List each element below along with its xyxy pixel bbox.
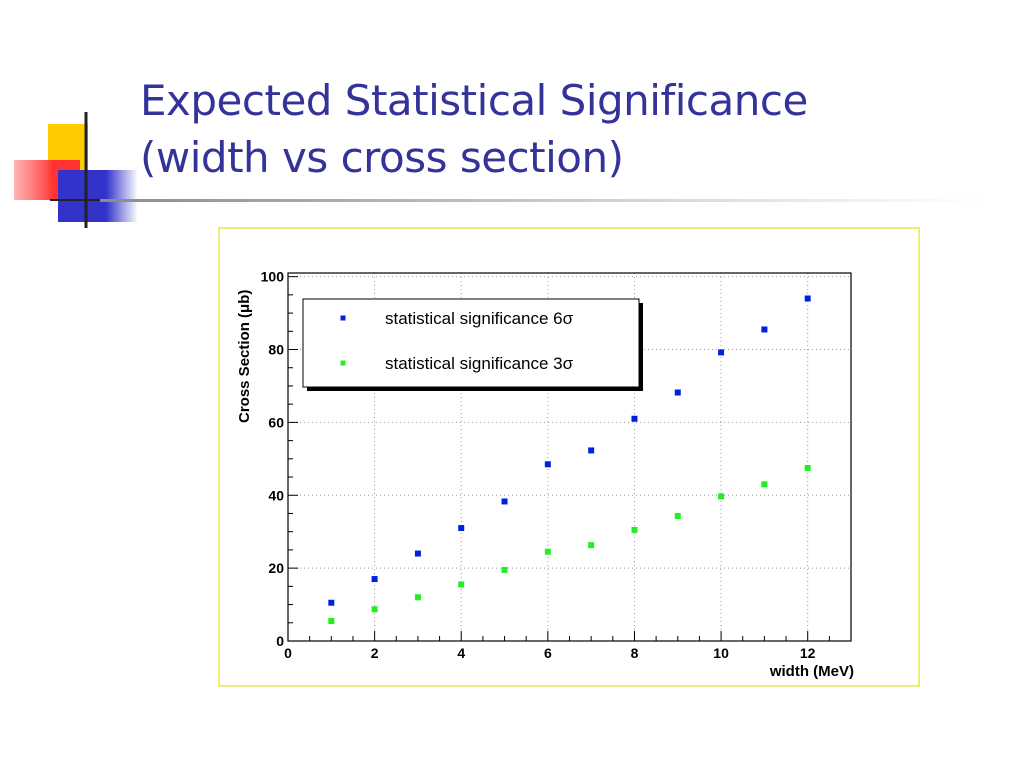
point-6sigma — [414, 550, 421, 557]
y-tick-label: 20 — [268, 560, 284, 576]
point-3sigma — [588, 542, 595, 549]
point-6sigma — [674, 389, 681, 396]
x-tick-label: 12 — [800, 645, 816, 661]
page-title: Expected Statistical Significance (width… — [140, 72, 1000, 186]
point-3sigma — [674, 513, 681, 520]
point-6sigma — [631, 415, 638, 422]
point-3sigma — [414, 594, 421, 601]
data-points — [328, 295, 811, 624]
legend-marker-6sigma — [340, 315, 346, 321]
point-3sigma — [328, 617, 335, 624]
grid-lines — [288, 273, 851, 641]
point-3sigma — [458, 581, 465, 588]
legend-label-6sigma: statistical significance 6σ — [385, 309, 574, 328]
title-underline-rule — [100, 199, 980, 202]
point-6sigma — [328, 599, 335, 606]
x-tick-label: 2 — [371, 645, 379, 661]
title-line-2: (width vs cross section) — [140, 133, 624, 182]
legend-label-3sigma: statistical significance 3σ — [385, 354, 574, 373]
x-tick-label: 10 — [713, 645, 729, 661]
point-3sigma — [761, 481, 768, 488]
deco-blue-bar — [58, 170, 138, 222]
legend-box — [302, 298, 640, 388]
x-tick-label: 4 — [457, 645, 465, 661]
x-axis-label: width (MeV) — [769, 663, 854, 680]
point-6sigma — [501, 498, 508, 505]
y-tick-label: 100 — [261, 269, 285, 285]
y-tick-label: 0 — [276, 633, 284, 649]
point-6sigma — [371, 576, 378, 583]
point-6sigma — [718, 349, 725, 356]
legend-marker-3sigma — [340, 360, 346, 366]
x-tick-label: 8 — [631, 645, 639, 661]
x-tick-label: 0 — [284, 645, 292, 661]
scatter-chart: 0 2 4 6 8 10 12 0 20 40 60 80 100 statistical signif… — [236, 269, 854, 680]
point-6sigma — [544, 461, 551, 468]
y-axis-label: Cross Section (μb) — [236, 290, 253, 423]
point-6sigma — [588, 447, 595, 454]
point-6sigma — [761, 326, 768, 333]
legend: statistical significance 6σ statistical … — [302, 298, 643, 391]
axes: 0 2 4 6 8 10 12 0 20 40 60 80 100 — [261, 269, 852, 661]
y-tick-label: 80 — [268, 342, 284, 358]
point-3sigma — [501, 566, 508, 573]
point-3sigma — [544, 548, 551, 555]
x-tick-label: 6 — [544, 645, 552, 661]
y-tick-label: 40 — [268, 487, 284, 503]
point-3sigma — [631, 526, 638, 533]
point-6sigma — [804, 295, 811, 302]
point-3sigma — [718, 493, 725, 500]
point-3sigma — [804, 464, 811, 471]
point-6sigma — [458, 525, 465, 532]
chart-frame: 0 2 4 6 8 10 12 0 20 40 60 80 100 statistical signif… — [218, 227, 920, 687]
title-line-1: Expected Statistical Significance — [140, 76, 808, 125]
point-3sigma — [371, 606, 378, 613]
y-tick-label: 60 — [268, 414, 284, 430]
slide-corner-decoration — [14, 112, 980, 228]
